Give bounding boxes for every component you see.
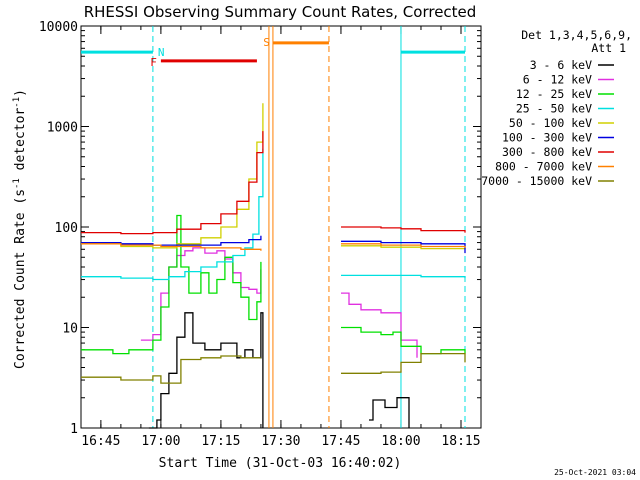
series-800-7000-kev-line xyxy=(81,243,262,251)
y-tick-label: 1 xyxy=(70,422,78,437)
x-tick-label: 17:15 xyxy=(201,434,240,449)
series-25-50-kev-line xyxy=(81,148,264,281)
series-3-6-kev-line xyxy=(369,397,410,428)
series-50-100-kev-line xyxy=(81,103,264,249)
legend-label: 300 - 800 keV xyxy=(502,145,592,159)
legend-label: 25 - 50 keV xyxy=(516,102,592,116)
plot-frame xyxy=(80,25,482,429)
legend-title-detectors: Det 1,3,4,5,6,9, xyxy=(521,28,632,42)
legend-title-attenuator: Att 1 xyxy=(591,41,626,55)
series-7000-15000-kev-line xyxy=(341,352,466,374)
y-tick-label: 10000 xyxy=(39,20,78,35)
plot-area: 1 10 100 1000 10000 16:45 17:00 17:15 17:30 17:45… xyxy=(39,20,482,449)
footer-date: 25-Oct-2021 03:04 xyxy=(554,468,636,477)
night-label: N xyxy=(158,46,165,59)
legend-label: 7000 - 15000 keV xyxy=(481,174,592,188)
legend-label: 12 - 25 keV xyxy=(516,87,592,101)
legend-label: 100 - 300 keV xyxy=(502,131,592,145)
saa-label: S xyxy=(263,36,270,49)
x-tick-label: 17:00 xyxy=(141,434,180,449)
series-12-25-kev-line xyxy=(81,214,262,355)
legend-label: 3 - 6 keV xyxy=(530,58,592,72)
legend-label: 800 - 7000 keV xyxy=(495,160,592,174)
series-800-7000-kev-line xyxy=(341,243,466,248)
legend-label: 6 - 12 keV xyxy=(523,73,592,87)
y-tick-label: 10 xyxy=(62,322,78,337)
legend-label: 50 - 100 keV xyxy=(509,116,592,130)
x-tick-label: 17:30 xyxy=(261,434,300,449)
chart-title: RHESSI Observing Summary Count Rates, Co… xyxy=(84,3,477,21)
y-tick-label: 100 xyxy=(55,221,78,236)
x-tick-label: 16:45 xyxy=(81,434,120,449)
y-axis-label: Corrected Count Rate (s-1 detector-1) xyxy=(12,89,28,369)
y-tick-label: 1000 xyxy=(47,121,78,136)
flare-label: F xyxy=(150,56,157,69)
series-300-800-kev-line xyxy=(81,131,264,235)
x-tick-label: 18:00 xyxy=(381,434,420,449)
series-300-800-kev-line xyxy=(341,226,466,233)
series-7000-15000-kev-line xyxy=(81,355,261,384)
series-6-12-kev-line xyxy=(341,292,418,358)
series-100-300-kev-line xyxy=(341,240,466,254)
x-axis-label: Start Time (31-Oct-03 16:40:02) xyxy=(159,456,402,471)
series-12-25-kev-line xyxy=(341,326,466,355)
series-3-6-kev-line xyxy=(148,312,264,429)
series-25-50-kev-line xyxy=(341,274,466,279)
x-tick-label: 18:15 xyxy=(441,434,480,449)
series-6-12-kev-line xyxy=(140,247,262,341)
x-tick-label: 17:45 xyxy=(321,434,360,449)
